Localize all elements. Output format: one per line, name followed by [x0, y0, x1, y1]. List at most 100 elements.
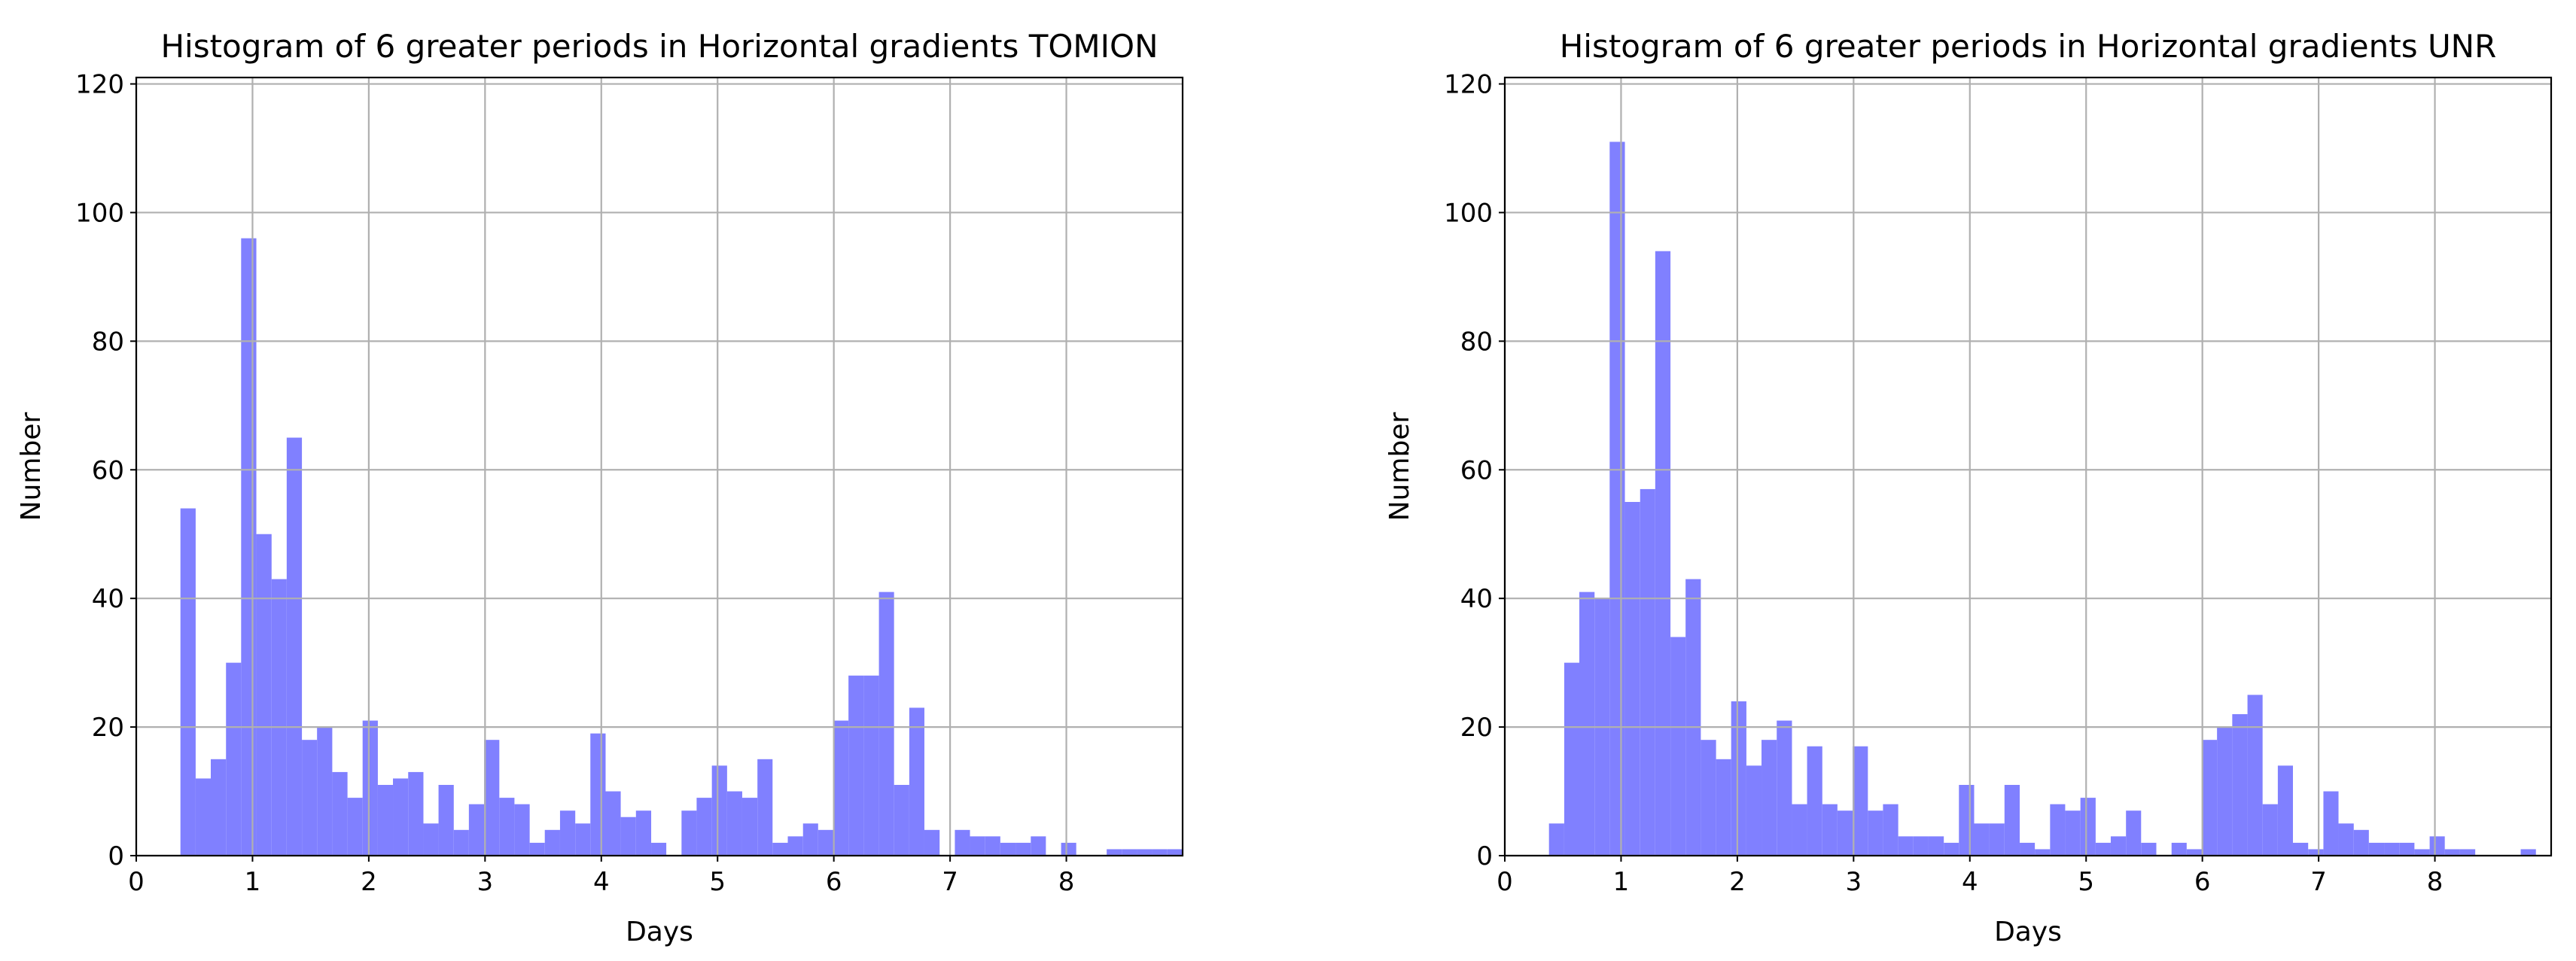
bar [741, 798, 758, 856]
y-tick-label: 0 [108, 841, 124, 871]
bar [2520, 849, 2536, 856]
chart-title: Histogram of 6 greater periods in Horizo… [160, 28, 1158, 65]
bar [377, 785, 394, 856]
bar [1716, 759, 1731, 856]
bar [1807, 746, 1822, 856]
bar [484, 740, 500, 856]
y-axis-label: Number [1384, 412, 1415, 521]
bar [2292, 842, 2309, 856]
bar [1868, 810, 1883, 856]
y-tick-label: 60 [92, 455, 124, 485]
y-tick-label: 80 [92, 327, 124, 357]
bar [620, 817, 636, 856]
bar [2126, 810, 2142, 856]
bar [696, 798, 712, 856]
bar [2171, 842, 2187, 856]
bar [544, 829, 560, 856]
bar [2399, 842, 2415, 856]
bar [2444, 849, 2460, 856]
x-tick-label: 6 [2194, 867, 2211, 897]
bar [1548, 823, 1564, 856]
bar [2384, 842, 2400, 856]
bar [1746, 765, 1762, 856]
bar [909, 707, 924, 856]
bar [651, 842, 667, 856]
y-tick-label: 100 [1444, 198, 1493, 228]
bar [1670, 637, 1686, 856]
bar [2429, 836, 2445, 856]
y-tick-label: 120 [1444, 70, 1493, 100]
bar [302, 740, 318, 856]
bar [894, 785, 909, 856]
x-tick-label: 2 [361, 867, 377, 897]
bar [256, 534, 272, 856]
bar [1061, 842, 1076, 856]
bar [863, 675, 879, 856]
bar [2338, 823, 2354, 856]
bar [226, 662, 242, 856]
bar [2459, 849, 2476, 856]
bar [2004, 785, 2020, 856]
bar [2368, 842, 2385, 856]
bar [1837, 810, 1853, 856]
bar [180, 508, 196, 856]
x-tick-label: 1 [1613, 867, 1630, 897]
chart-title: Histogram of 6 greater periods in Horizo… [1560, 28, 2497, 65]
bar [529, 842, 545, 856]
bar [1655, 251, 1671, 856]
x-tick-label: 3 [1846, 867, 1862, 897]
bar [1031, 836, 1046, 856]
bar [1122, 849, 1137, 856]
bar [590, 733, 606, 856]
bar [1959, 785, 1975, 856]
bar [1579, 592, 1595, 856]
bar [2277, 765, 2293, 856]
bar [924, 829, 940, 856]
x-tick-label: 6 [826, 867, 842, 897]
x-tick-label: 2 [1729, 867, 1746, 897]
bar [1883, 804, 1899, 856]
bar [878, 592, 894, 856]
x-axis-label: Days [626, 917, 693, 947]
bar [438, 785, 454, 856]
bar [1731, 701, 1746, 856]
bar [1167, 849, 1183, 856]
y-tick-label: 40 [92, 584, 124, 614]
bar [1822, 804, 1838, 856]
x-tick-label: 8 [1058, 867, 1075, 897]
bar [2080, 798, 2096, 856]
bar [1624, 502, 1640, 856]
bar [1913, 836, 1929, 856]
bar [286, 437, 303, 856]
y-tick-label: 20 [92, 713, 124, 743]
bar [1989, 823, 2005, 856]
bar [787, 836, 803, 856]
bar [970, 836, 985, 856]
bar [559, 810, 576, 856]
bar [453, 829, 469, 856]
bar [393, 778, 409, 856]
y-tick-label: 100 [75, 198, 124, 228]
bar [1107, 849, 1122, 856]
bar [575, 823, 591, 856]
bar [2202, 740, 2218, 856]
x-tick-label: 7 [942, 867, 958, 897]
bar [1564, 662, 1579, 856]
bar [1015, 842, 1031, 856]
bar [2247, 695, 2263, 856]
bar [2308, 849, 2324, 856]
bar [468, 804, 485, 856]
bar [1609, 141, 1625, 856]
bar [1685, 579, 1701, 856]
bar [2217, 727, 2233, 856]
bar [1898, 836, 1914, 856]
x-tick-label: 3 [477, 867, 494, 897]
bar [2035, 849, 2051, 856]
x-axis-label: Days [1994, 917, 2062, 947]
bar [1761, 740, 1777, 856]
bar [848, 675, 864, 856]
bar [757, 759, 773, 856]
bar [2323, 791, 2339, 856]
bar [1000, 842, 1016, 856]
